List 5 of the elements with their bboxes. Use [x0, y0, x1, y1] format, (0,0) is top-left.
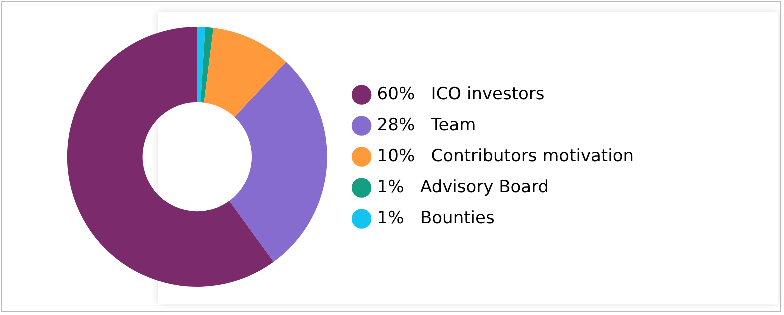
legend-label: 1% Bounties [377, 208, 495, 228]
legend-label: 10% Contributors motivation [377, 146, 634, 166]
legend-label: 1% Advisory Board [377, 177, 550, 198]
legend-label: 60% ICO investors [377, 84, 545, 104]
legend-label: 28% Team [377, 115, 476, 136]
